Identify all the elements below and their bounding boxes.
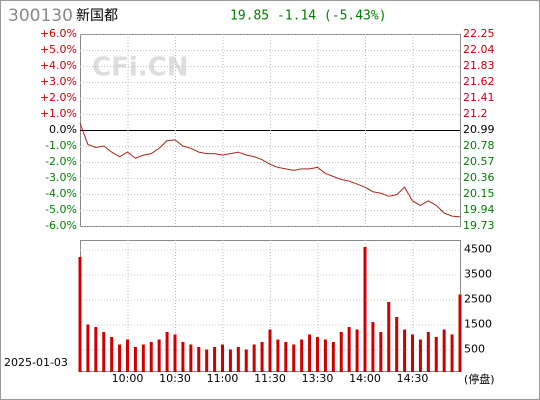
date: 2025-01-03 — [4, 356, 68, 369]
volume-bar — [339, 332, 343, 372]
volume-bar — [363, 247, 367, 372]
volume-bar — [165, 332, 169, 372]
y2-tick-label: 20.57 — [463, 155, 495, 168]
volume-bar — [450, 334, 454, 372]
y-tick-label: -3.0% — [45, 171, 77, 184]
y-tick-label: -2.0% — [45, 155, 77, 168]
volume-bar — [418, 339, 422, 372]
volume-bar — [260, 342, 264, 372]
volume-bar — [347, 327, 351, 372]
y-tick-label: +5.0% — [40, 43, 77, 56]
volume-bar — [331, 342, 335, 372]
y-tick-label: +3.0% — [40, 75, 77, 88]
y-tick-label: -1.0% — [45, 139, 77, 152]
volume-bar — [371, 322, 375, 372]
volume-tick-label: 4500 — [464, 243, 492, 256]
y2-tick-label: 20.99 — [463, 123, 495, 136]
y-tick-label: -6.0% — [45, 219, 77, 232]
volume-bar — [379, 332, 383, 372]
volume-bar — [205, 349, 209, 372]
stock-name: 新国都 — [76, 8, 118, 24]
y-tick-label: +4.0% — [40, 59, 77, 72]
volume-bar — [221, 344, 224, 372]
volume-bar — [118, 344, 122, 372]
y-tick-label: -5.0% — [45, 203, 77, 216]
volume-bar — [276, 339, 280, 372]
volume-bar — [387, 302, 391, 372]
stock-code: 300130 — [8, 6, 73, 26]
volume-bar — [110, 337, 114, 372]
volume-bar — [189, 344, 193, 372]
y2-tick-label: 21.41 — [463, 91, 495, 104]
quote: 19.85 -1.14 (-5.43%) — [230, 9, 387, 24]
y2-tick-label: 20.15 — [463, 187, 495, 200]
volume-bar — [149, 342, 153, 372]
volume-bar — [355, 329, 359, 372]
volume-bar — [284, 342, 288, 372]
volume-bar — [141, 344, 145, 372]
volume-bar — [395, 317, 399, 372]
volume-bar — [94, 327, 98, 372]
volume-bar — [228, 349, 232, 372]
y2-tick-label: 20.36 — [463, 171, 495, 184]
volume-bar — [442, 329, 446, 372]
volume-bar — [434, 337, 438, 372]
volume-tick-label: 500 — [464, 343, 485, 356]
x-tick-label: 11:30 — [254, 372, 286, 385]
y2-tick-label: 21.83 — [463, 59, 495, 72]
volume-tick-label: 3500 — [464, 268, 492, 281]
volume-bar — [126, 339, 129, 372]
volume-bar — [102, 332, 106, 372]
volume-bar — [292, 344, 296, 372]
volume-bar — [308, 334, 312, 372]
volume-bar — [86, 324, 90, 372]
y2-tick-label: 22.04 — [463, 43, 495, 56]
x-tick-label: 13:30 — [302, 372, 334, 385]
volume-bar — [133, 347, 137, 372]
volume-bar — [181, 342, 185, 372]
volume-bar — [78, 257, 82, 372]
volume-label: (停盘) — [464, 372, 495, 386]
volume-bar — [316, 337, 319, 372]
volume-tick-label: 2500 — [464, 293, 492, 306]
volume-bar — [244, 349, 248, 372]
y2-tick-label: 21.62 — [463, 75, 495, 88]
volume-bar — [197, 347, 201, 372]
y-tick-label: +2.0% — [40, 91, 77, 104]
x-tick-label: 10:00 — [112, 372, 144, 385]
y2-tick-label: 19.73 — [463, 219, 495, 232]
volume-bar — [403, 329, 407, 372]
volume-tick-label: 1500 — [464, 318, 492, 331]
volume-bar — [458, 294, 462, 372]
volume-bar — [323, 339, 327, 372]
volume-bar — [213, 347, 217, 372]
volume-bar — [300, 339, 304, 372]
y-tick-label: +1.0% — [40, 107, 77, 120]
watermark: CFi.CN — [92, 53, 188, 83]
volume-bar — [157, 339, 161, 372]
volume-bar — [268, 329, 272, 372]
y-tick-label: +6.0% — [40, 27, 77, 40]
x-tick-label: 14:00 — [349, 372, 381, 385]
y2-tick-label: 22.25 — [463, 27, 495, 40]
price-line — [79, 122, 461, 218]
volume-bar — [236, 347, 240, 372]
volume-bar — [426, 332, 430, 372]
volume-bar — [173, 334, 177, 372]
y-tick-label: 0.0% — [49, 123, 77, 136]
y2-tick-label: 19.94 — [463, 203, 495, 216]
x-tick-label: 10:30 — [159, 372, 191, 385]
x-tick-label: 14:30 — [397, 372, 429, 385]
volume-bar — [252, 344, 256, 372]
y-tick-label: -4.0% — [45, 187, 77, 200]
x-tick-label: 11:00 — [207, 372, 239, 385]
y2-tick-label: 20.78 — [463, 139, 495, 152]
volume-bar — [411, 334, 414, 372]
y2-tick-label: 21.2 — [463, 107, 488, 120]
